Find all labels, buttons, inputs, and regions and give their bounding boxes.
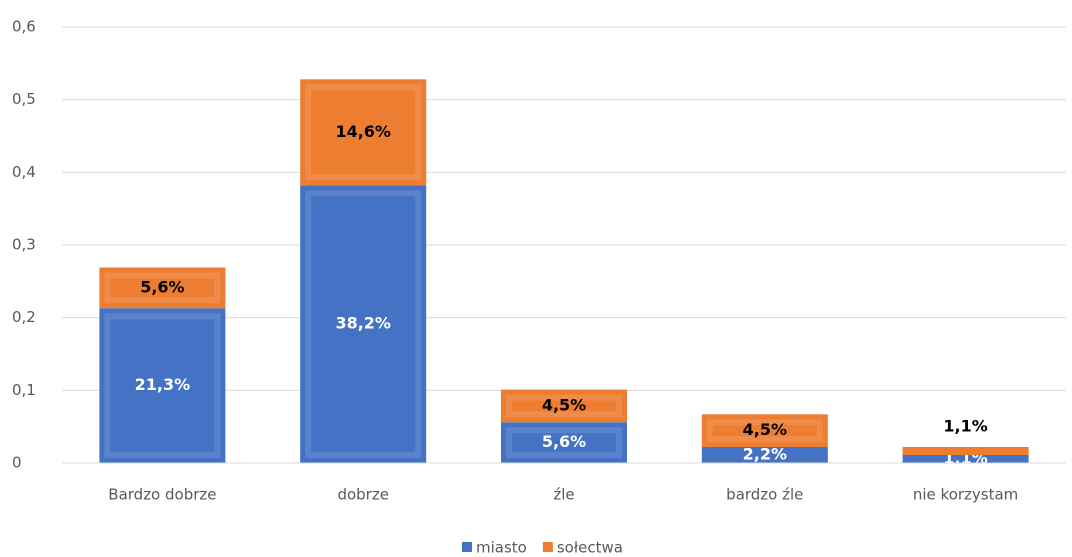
bar-inner (104, 272, 221, 304)
legend-swatch (542, 542, 553, 552)
bar-inner (104, 313, 221, 458)
bar-inner (506, 394, 622, 418)
legend-swatch (462, 542, 472, 552)
x-tick-label: bardzo źle (726, 486, 803, 504)
legend-label: miasto (476, 539, 527, 557)
y-tick-label: 0 (12, 454, 22, 472)
legend-label: sołectwa (557, 539, 623, 557)
data-label: 14,6% (335, 122, 391, 141)
y-tick-label: 0,5 (12, 90, 36, 108)
bar-segment (99, 308, 226, 463)
y-tick-label: 0,2 (12, 308, 36, 326)
x-tick-label: dobrze (337, 486, 389, 504)
y-tick-label: 0,3 (12, 236, 36, 254)
bar-inner (305, 190, 422, 458)
bar-segment (501, 422, 627, 463)
data-label: 4,5% (542, 395, 586, 414)
bar-inner (506, 427, 622, 459)
data-label: 38,2% (335, 314, 391, 333)
data-label: 21,3% (135, 375, 191, 394)
bar-segment (501, 389, 627, 423)
y-tick-label: 0,4 (12, 163, 36, 181)
bar-segment (701, 414, 828, 448)
bar-inner (305, 84, 422, 181)
y-tick-label: 0,1 (12, 381, 36, 399)
bar-segment (99, 267, 226, 309)
data-label: 2,2% (743, 445, 787, 464)
x-tick-label: źle (553, 486, 574, 504)
bar-segment (300, 79, 427, 186)
bar-segment (902, 455, 1029, 463)
data-label: 5,6% (140, 277, 184, 296)
data-label: 4,5% (743, 420, 787, 439)
bar-segment (300, 185, 427, 463)
data-label: 5,6% (542, 432, 586, 451)
bar-segment (701, 447, 828, 463)
bar-inner (706, 419, 823, 443)
bar-segment (902, 447, 1029, 456)
x-tick-label: nie korzystam (913, 486, 1018, 504)
y-tick-label: 0,6 (12, 18, 36, 36)
data-label: 1,1% (943, 417, 987, 436)
x-tick-label: Bardzo dobrze (108, 486, 216, 504)
